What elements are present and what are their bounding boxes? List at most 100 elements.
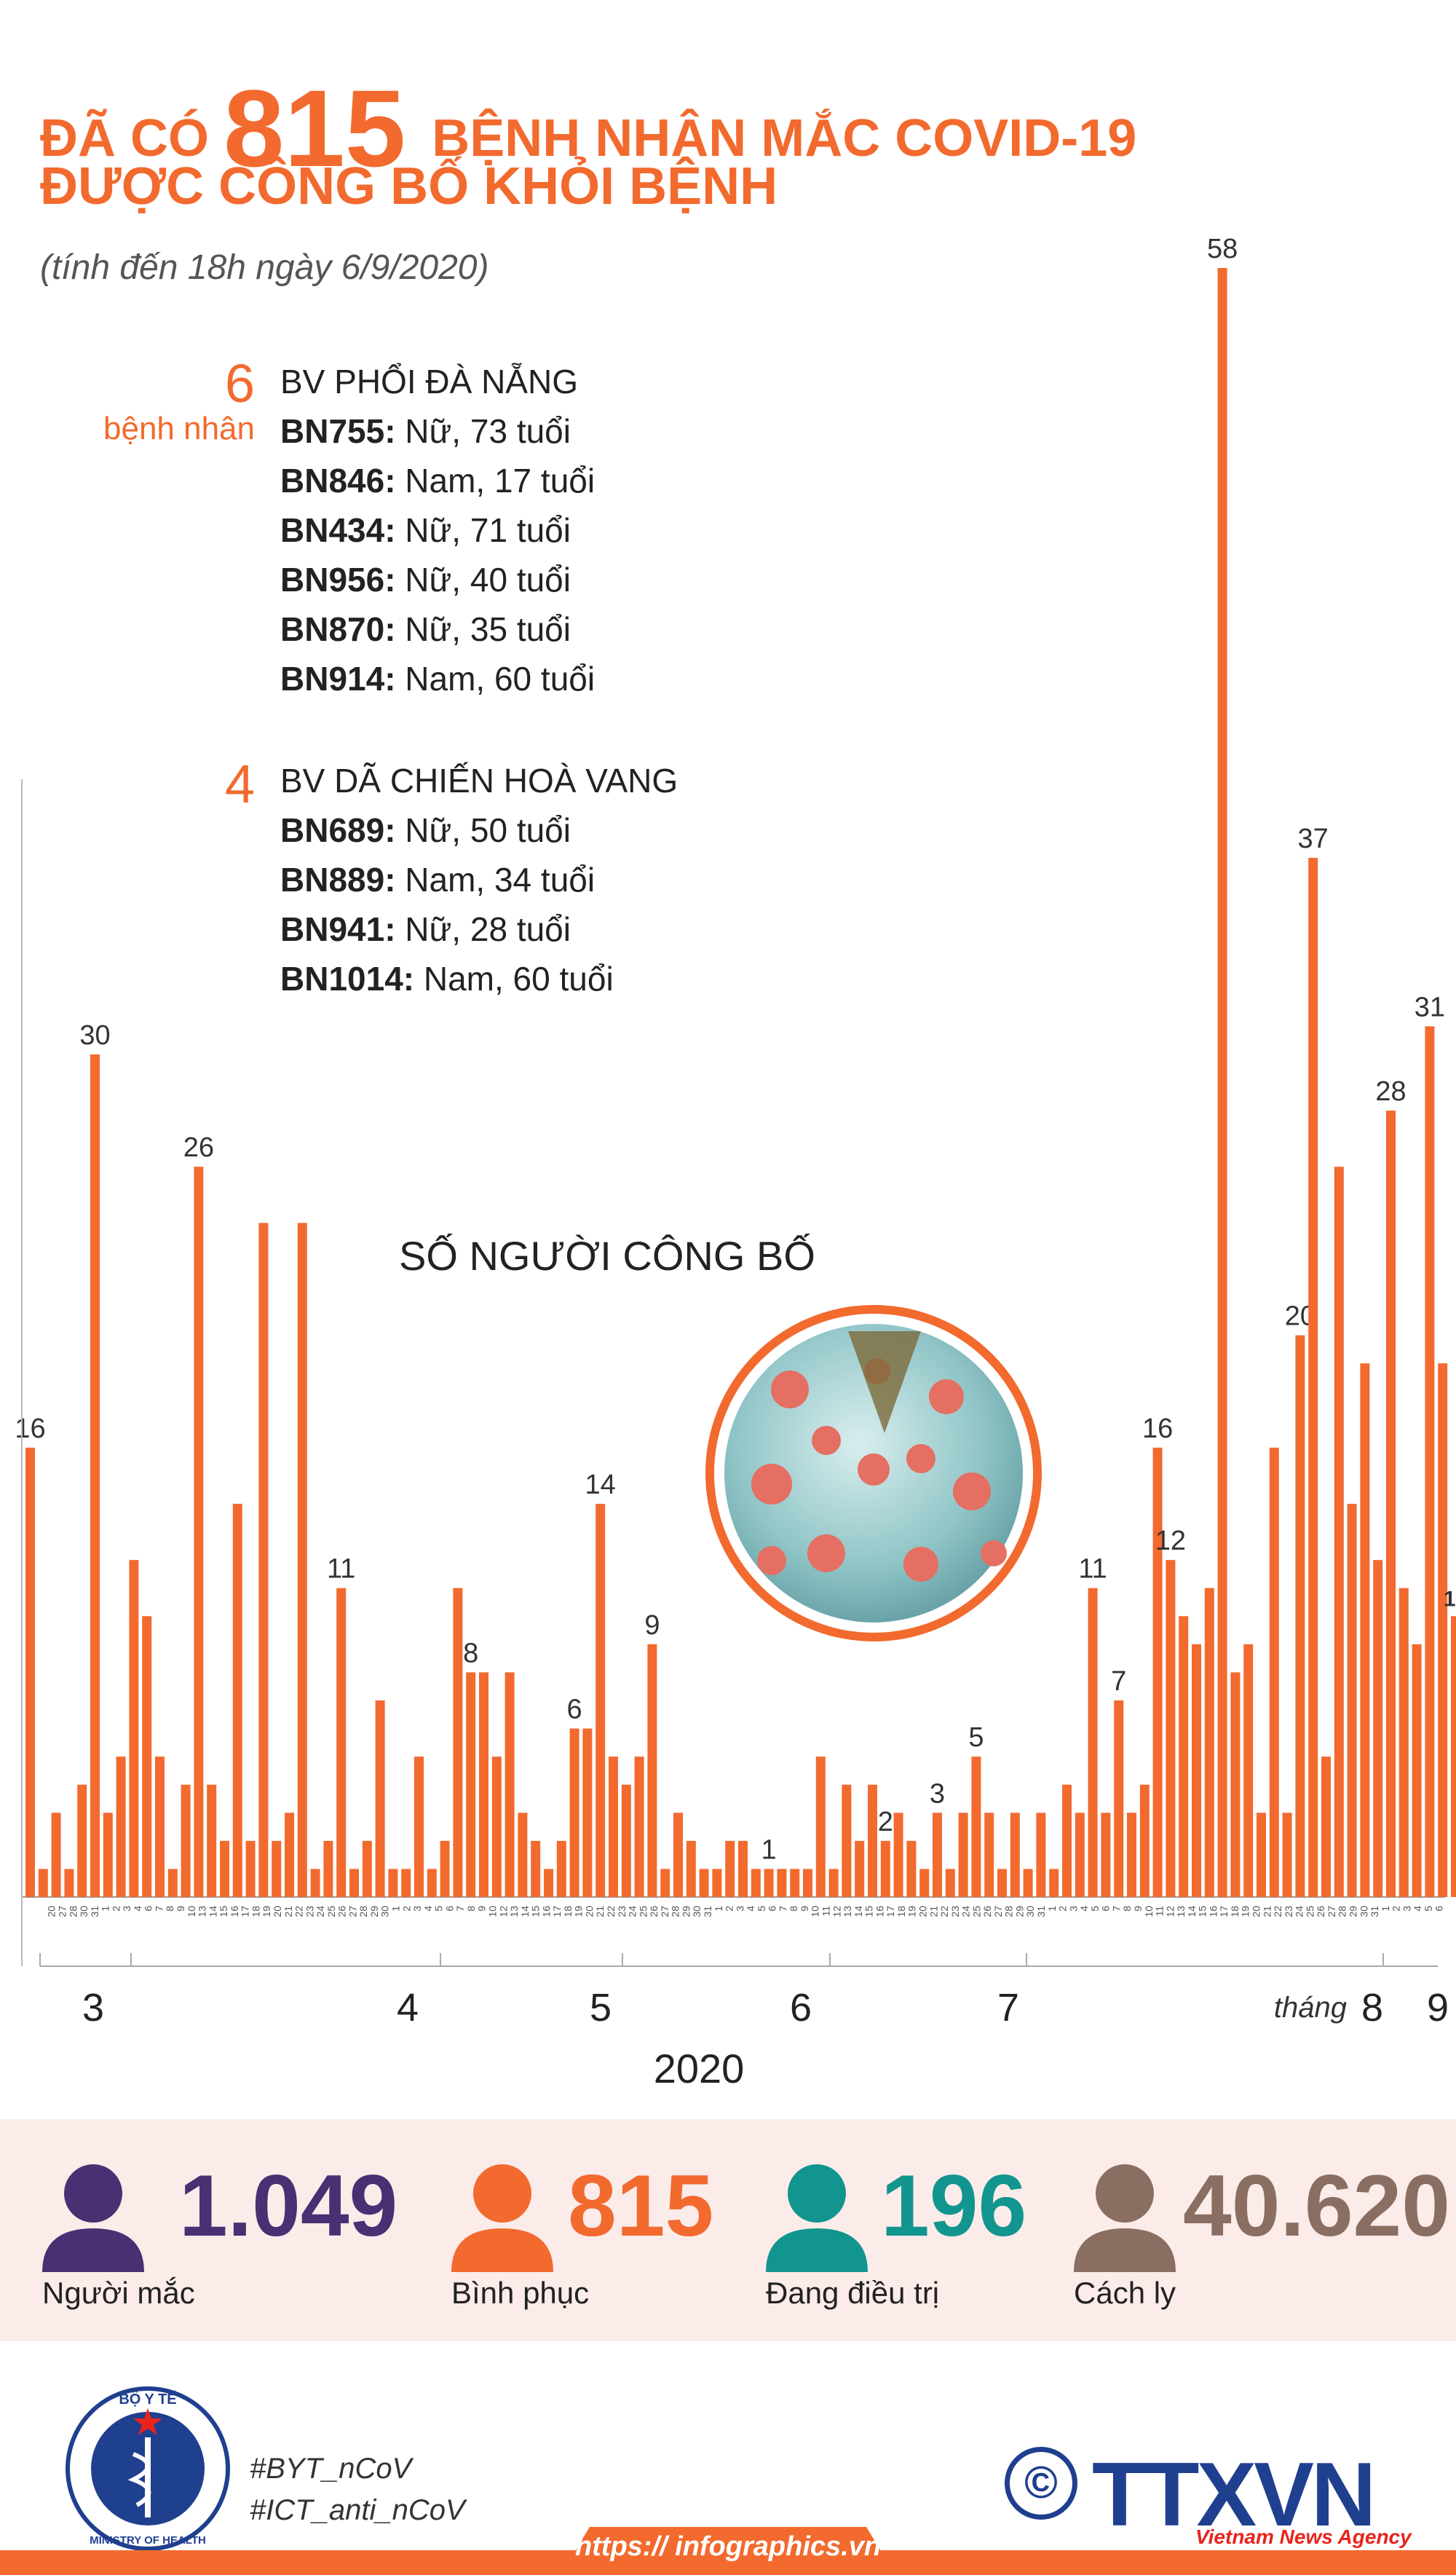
month-label: 5 bbox=[590, 1986, 612, 2030]
stat-treating-label: Đang điều trị bbox=[766, 2276, 940, 2310]
patient-id: BN956: bbox=[280, 561, 396, 599]
chart-tick-label: 7 bbox=[153, 1906, 165, 1912]
chart-bar bbox=[673, 1813, 683, 1897]
headline-line1: ĐÃ CÓ 815 BỆNH NHÂN MẮC COVID-19 bbox=[40, 66, 1136, 192]
chart-tick-label: 7 bbox=[454, 1906, 466, 1912]
chart-tick-label: 22 bbox=[605, 1906, 617, 1917]
month-label: 7 bbox=[997, 1986, 1019, 2030]
chart-tick-label: 20 bbox=[272, 1906, 283, 1917]
patient-info: Nữ, 50 tuổi bbox=[405, 811, 571, 849]
chart-tick-label: 3 bbox=[1067, 1906, 1079, 1912]
person-icon bbox=[1074, 2164, 1176, 2272]
chart-tick-label: 14 bbox=[852, 1906, 864, 1917]
chart-tick-label: 21 bbox=[1261, 1906, 1273, 1917]
chart-tick-label: 24 bbox=[1294, 1906, 1305, 1917]
chart-bar bbox=[245, 1840, 256, 1897]
patient-id: BN870: bbox=[280, 610, 396, 648]
chart-tick-label: 6 bbox=[443, 1906, 455, 1912]
chart-bar bbox=[1360, 1363, 1370, 1897]
chart-tick-label: 1 bbox=[390, 1906, 402, 1912]
chart-bar bbox=[440, 1840, 450, 1897]
chart-bar bbox=[1179, 1616, 1189, 1897]
chart-tick-label: 7 bbox=[777, 1906, 788, 1912]
chart-tick-label: 6 bbox=[767, 1906, 778, 1912]
chart-bar bbox=[90, 1054, 100, 1897]
hospital-2-name: BV DÃ CHIẾN HOÀ VANG bbox=[280, 762, 678, 800]
chart-tick-label: 24 bbox=[627, 1906, 638, 1917]
hashtag-2: #ICT_anti_nCoV bbox=[250, 2494, 465, 2526]
chart-tick-label: 20 bbox=[46, 1906, 58, 1917]
chart-tick-label: 5 bbox=[433, 1906, 445, 1912]
chart-data-label: 30 bbox=[79, 1020, 110, 1051]
stat-cases-label: Người mắc bbox=[42, 2276, 195, 2310]
chart-bar bbox=[1204, 1588, 1214, 1897]
chart-tick-label: 24 bbox=[314, 1906, 326, 1917]
patient-row: BN1014: Nam, 60 tuổi bbox=[280, 954, 678, 1003]
patient-row: BN956: Nữ, 40 tuổi bbox=[280, 555, 595, 604]
chart-tick-label: 8 bbox=[164, 1906, 175, 1912]
chart-tick-label: 10 bbox=[1143, 1906, 1155, 1917]
chart-bar bbox=[1451, 1616, 1456, 1897]
chart-tick-label: 28 bbox=[670, 1906, 681, 1917]
subtitle-date: (tính đến 18h ngày 6/9/2020) bbox=[40, 248, 489, 287]
chart-bar bbox=[660, 1869, 670, 1897]
agency-subtitle: Vietnam News Agency bbox=[1195, 2525, 1412, 2548]
patient-row: BN870: Nữ, 35 tuổi bbox=[280, 604, 595, 654]
patient-info: Nữ, 28 tuổi bbox=[405, 910, 571, 948]
patient-id: BN941: bbox=[280, 910, 396, 948]
chart-tick-label: 26 bbox=[648, 1906, 660, 1917]
chart-tick-label: 21 bbox=[282, 1906, 294, 1917]
chart-tick-label: 18 bbox=[1229, 1906, 1241, 1917]
chart-tick-label: 31 bbox=[702, 1906, 713, 1917]
chart-bar bbox=[1308, 857, 1318, 1897]
chart-data-label: 10 bbox=[1444, 1587, 1456, 1611]
chart-bar bbox=[712, 1869, 722, 1897]
chart-tick-label: 31 bbox=[1369, 1906, 1380, 1917]
chart-bar bbox=[880, 1840, 890, 1897]
chart-bar bbox=[1062, 1784, 1072, 1897]
chart-bar bbox=[1217, 268, 1227, 1897]
chart-tick-label: 19 bbox=[906, 1906, 918, 1917]
chart-tick-label: 8 bbox=[788, 1906, 799, 1912]
chart-bar bbox=[738, 1840, 748, 1897]
patient-info: Nam, 60 tuổi bbox=[423, 960, 614, 998]
chart-bar bbox=[1269, 1447, 1279, 1897]
patient-row: BN846: Nam, 17 tuổi bbox=[280, 456, 595, 505]
chart-tick-label: 25 bbox=[1304, 1906, 1315, 1917]
chart-bar bbox=[427, 1869, 437, 1897]
chart-bar bbox=[1347, 1504, 1357, 1897]
chart-tick-label: 2 bbox=[724, 1906, 735, 1912]
month-label: 4 bbox=[397, 1986, 419, 2030]
coronavirus-icon bbox=[705, 1305, 1042, 1641]
chart-data-label: 31 bbox=[1415, 992, 1445, 1022]
chart-bar bbox=[1036, 1813, 1046, 1897]
chart-tick-label: 13 bbox=[1175, 1906, 1187, 1917]
hospital-2-count: 4 bbox=[73, 757, 255, 811]
patient-info: Nam, 60 tuổi bbox=[405, 660, 596, 698]
chart-tick-label: 11 bbox=[820, 1906, 832, 1917]
chart-bar bbox=[453, 1588, 463, 1897]
chart-tick-label: 10 bbox=[186, 1906, 197, 1917]
chart-tick-label: 26 bbox=[981, 1906, 993, 1917]
hospital-1-count-number: 6 bbox=[224, 353, 255, 414]
chart-bar bbox=[323, 1840, 333, 1897]
chart-tick-label: 4 bbox=[1078, 1906, 1090, 1912]
chart-tick-label: 10 bbox=[486, 1906, 498, 1917]
chart-tick-label: 6 bbox=[1100, 1906, 1112, 1912]
chart-bar bbox=[479, 1672, 488, 1897]
chart-tick-label: 30 bbox=[1024, 1906, 1036, 1917]
website-url[interactable]: https:// infographics.vn bbox=[574, 2531, 882, 2562]
chart-tick-label: 1 bbox=[713, 1906, 724, 1912]
chart-bar bbox=[1049, 1869, 1059, 1897]
stat-treating-value: 196 bbox=[881, 2157, 1027, 2255]
chart-tick-label: 17 bbox=[551, 1906, 563, 1917]
chart-tick-label: 2 bbox=[1390, 1906, 1402, 1912]
copyright-icon: © bbox=[1005, 2447, 1077, 2520]
chart-bar bbox=[815, 1756, 826, 1897]
person-icon bbox=[42, 2164, 144, 2272]
chart-tick-label: 22 bbox=[293, 1906, 305, 1917]
hospital-2-block: BV DÃ CHIẾN HOÀ VANG BN689: Nữ, 50 tuổi … bbox=[280, 756, 678, 1003]
chart-bar bbox=[609, 1756, 618, 1897]
chart-bar bbox=[1282, 1813, 1292, 1897]
hospital-1-block: BV PHỔI ĐÀ NẴNG BN755: Nữ, 73 tuổi BN846… bbox=[280, 357, 595, 703]
